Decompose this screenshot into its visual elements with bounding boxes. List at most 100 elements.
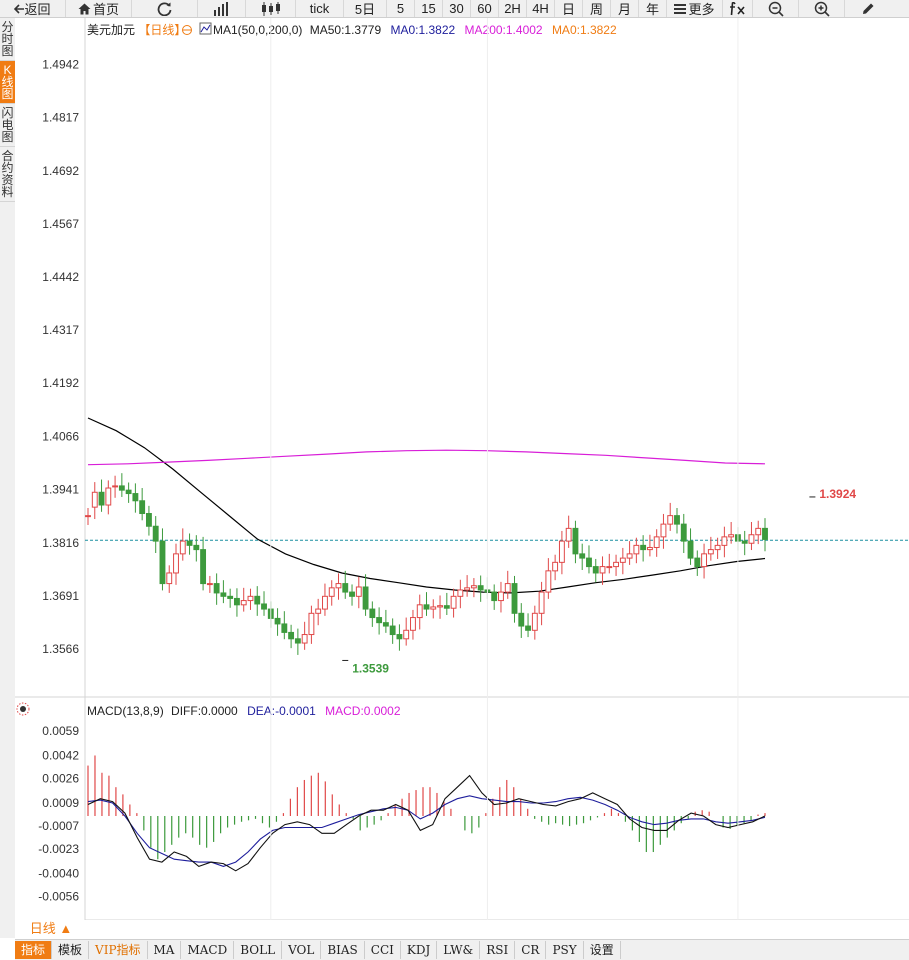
tab-indicators[interactable]: 指标 <box>15 941 53 959</box>
period-selector[interactable]: 日线 ▲ <box>29 921 73 936</box>
candle <box>464 575 471 597</box>
period-day[interactable]: 日 <box>555 0 583 17</box>
candle-up-body <box>112 485 119 488</box>
candlestick-icon <box>261 1 280 16</box>
candle-down-body <box>640 544 647 551</box>
candle-up-body <box>748 534 755 544</box>
period-year[interactable]: 年 <box>639 0 667 17</box>
price-tick-label: 1.4567 <box>42 217 79 231</box>
candle <box>565 515 572 548</box>
bar-chart-icon <box>213 1 228 16</box>
tab-lw[interactable]: LW& <box>437 941 481 959</box>
candle-up-body <box>166 572 173 585</box>
tab-psy[interactable]: PSY <box>546 941 584 959</box>
candle <box>301 621 308 650</box>
macd-legend-dea: DEA:-0.0001 <box>247 704 316 718</box>
period-4h[interactable]: 4H <box>527 0 555 17</box>
legend-symbol: 美元加元 <box>87 23 135 37</box>
candle-down-body <box>281 623 288 633</box>
period-week[interactable]: 周 <box>583 0 611 17</box>
macd-settings-icon[interactable] <box>16 702 30 716</box>
tab-settings[interactable]: 设置 <box>584 941 621 959</box>
zoom-in-button[interactable] <box>799 0 845 17</box>
kline-chart[interactable]: 美元加元 【日线】 MA1(50,0,200,0) MA50:1.3779 MA… <box>15 18 909 920</box>
candle-up-body <box>653 536 660 548</box>
zoom-in-icon <box>814 1 830 17</box>
zoom-out-button[interactable] <box>753 0 799 17</box>
candle <box>748 522 755 551</box>
sidebar-tab-kline[interactable]: K 线 图 <box>0 61 15 104</box>
tab-vip-indicators[interactable]: VIP指标 <box>89 941 148 959</box>
period-month[interactable]: 月 <box>611 0 639 17</box>
refresh-button[interactable] <box>132 0 198 17</box>
back-button[interactable]: 返回 <box>0 0 66 17</box>
candle-up-body <box>626 553 633 559</box>
candle-up-body <box>301 634 308 644</box>
sidebar-tab-flash-char3: 图 <box>1 130 14 144</box>
legend-ma-params: MA1(50,0,200,0) <box>213 23 302 37</box>
candlestick-button[interactable] <box>246 0 296 17</box>
tab-rsi[interactable]: RSI <box>480 941 516 959</box>
sidebar-tab-timeshare[interactable]: 分 时 图 <box>0 18 15 61</box>
tab-templates[interactable]: 模板 <box>52 941 90 959</box>
tab-kdj[interactable]: KDJ <box>401 941 438 959</box>
candle-up-body <box>545 570 552 593</box>
period-week-label: 周 <box>589 2 603 17</box>
tab-boll[interactable]: BOLL <box>234 941 283 959</box>
sidebar-tab-flash-char2: 电 <box>1 118 14 132</box>
formula-button[interactable] <box>723 0 753 17</box>
tab-bias[interactable]: BIAS <box>321 941 365 959</box>
candle-down-body <box>98 491 105 506</box>
home-label: 首页 <box>92 2 119 17</box>
candle <box>274 608 281 636</box>
legend-settings-icon[interactable] <box>182 25 192 35</box>
tab-cci[interactable]: CCI <box>365 941 401 959</box>
candle-up-body <box>498 591 504 602</box>
more-button[interactable]: 更多 <box>667 0 723 17</box>
candle-up-body <box>721 536 728 546</box>
candle-up-body <box>504 583 511 593</box>
candle <box>227 588 234 608</box>
sidebar-tab-flash[interactable]: 闪 电 图 <box>0 104 15 147</box>
macd-axis: 0.0059 0.0042 0.0026 0.0009 -0.0007 -0.0023 -0… <box>38 724 79 904</box>
sidebar-tab-contract[interactable]: 合 约 资 料 <box>0 147 15 202</box>
candle <box>680 513 687 554</box>
candle-up-body <box>355 586 362 597</box>
candle-down-body <box>213 583 220 594</box>
candle <box>193 535 200 562</box>
sidebar-tab-timeshare-char3: 图 <box>1 44 14 58</box>
period-5d[interactable]: 5日 <box>344 0 387 17</box>
bar-chart-button[interactable] <box>198 0 246 17</box>
candle <box>741 530 748 556</box>
legend-ma-values: MA1(50,0,200,0) MA50:1.3779 MA0:1.3822 M… <box>213 23 617 37</box>
candle <box>423 592 430 616</box>
macd-pane: MACD(13,8,9) DIFF:0.0000 DEA:-0.0001 MAC… <box>16 702 766 904</box>
candle-up-body <box>633 544 640 555</box>
period-5m[interactable]: 5 <box>387 0 415 17</box>
candle <box>599 556 606 585</box>
price-annotations: 1.3924 1.3539 <box>342 487 856 675</box>
period-30m[interactable]: 30 <box>443 0 471 17</box>
macd-tick-label: -0.0023 <box>38 842 79 856</box>
candle-up-body <box>667 515 674 525</box>
period-2h[interactable]: 2H <box>499 0 527 17</box>
candle-down-body <box>274 617 281 625</box>
ma-indicator-icon[interactable] <box>199 22 212 35</box>
candle-down-body <box>382 622 389 627</box>
candle <box>132 483 139 513</box>
candle-down-body <box>674 515 680 525</box>
candle <box>728 522 735 544</box>
tab-vol[interactable]: VOL <box>282 941 322 959</box>
period-60m[interactable]: 60 <box>471 0 499 17</box>
period-15m[interactable]: 15 <box>415 0 443 17</box>
home-button[interactable]: 首页 <box>66 0 132 17</box>
candle <box>85 507 91 525</box>
tick-button[interactable]: tick <box>296 0 344 17</box>
candle-up-body <box>531 612 538 631</box>
tab-cr[interactable]: CR <box>515 941 547 959</box>
candle <box>430 599 437 619</box>
tab-macd[interactable]: MACD <box>181 941 235 959</box>
tab-ma[interactable]: MA <box>148 941 182 959</box>
candle-down-body <box>145 513 152 527</box>
draw-tool-button[interactable] <box>845 0 891 17</box>
